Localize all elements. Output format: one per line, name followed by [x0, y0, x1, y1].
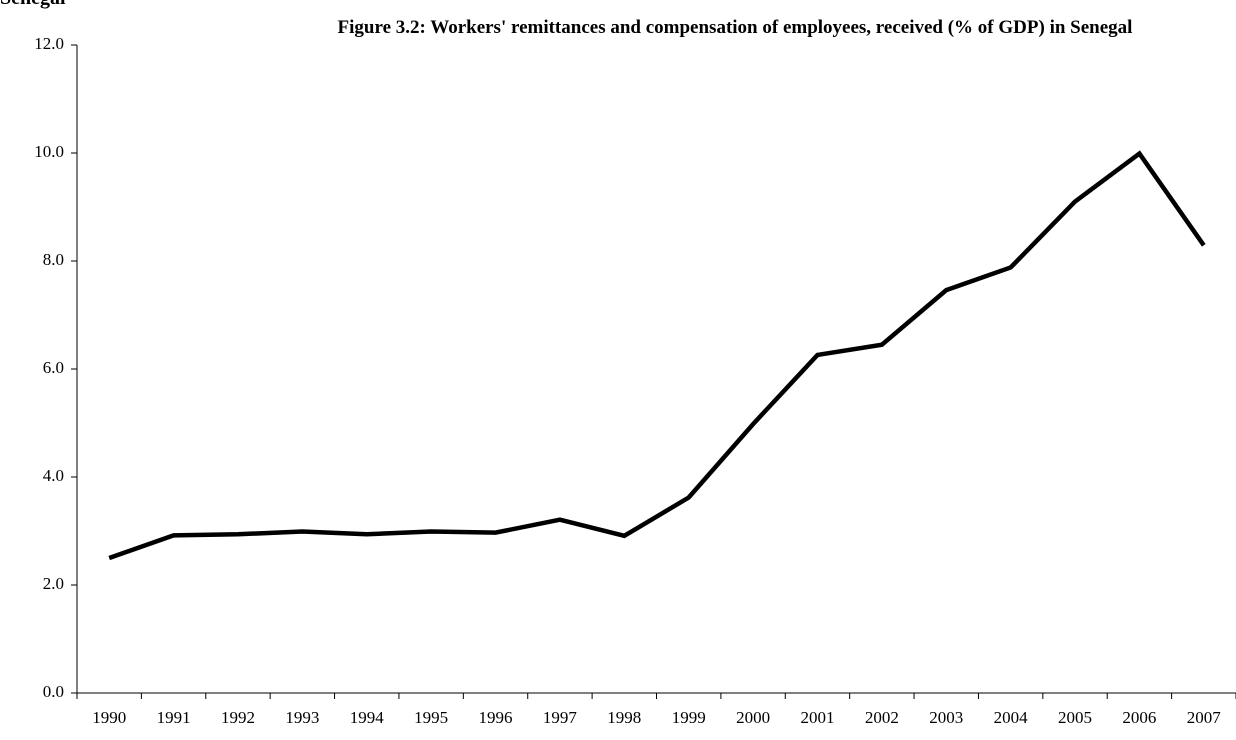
- x-tick-label: 2004: [994, 708, 1029, 727]
- y-tick-label: 2.0: [43, 574, 64, 593]
- line-series: [108, 150, 1206, 561]
- x-tick-label: 2007: [1187, 708, 1222, 727]
- y-tick-label: 6.0: [43, 358, 64, 377]
- x-tick-label: 1996: [479, 708, 513, 727]
- x-tick-label: 1999: [672, 708, 706, 727]
- y-tick-label: 12.0: [34, 34, 64, 53]
- chart-title: Figure 3.2: Workers' remittances and com…: [337, 17, 1133, 38]
- x-tick-label: 1997: [543, 708, 578, 727]
- y-tick-label: 0.0: [43, 682, 64, 701]
- y-tick-label: 8.0: [43, 250, 64, 269]
- page-heading: Senegal: [0, 0, 66, 10]
- x-tick-label: 2005: [1058, 708, 1092, 727]
- y-tick-label: 10.0: [34, 142, 64, 161]
- x-tick-label: 1994: [350, 708, 385, 727]
- x-tick-label: 2001: [800, 708, 834, 727]
- x-tick-label: 2000: [736, 708, 770, 727]
- x-tick-label: 1993: [285, 708, 319, 727]
- x-tick-label: 1998: [607, 708, 641, 727]
- x-tick-label: 2002: [865, 708, 899, 727]
- y-tick-label: 4.0: [43, 466, 64, 485]
- x-tick-label: 1992: [221, 708, 255, 727]
- x-tick-label: 1995: [414, 708, 448, 727]
- x-tick-label: 2006: [1122, 708, 1156, 727]
- x-tick-label: 2003: [929, 708, 963, 727]
- x-tick-label: 1990: [92, 708, 126, 727]
- x-tick-label: 1991: [157, 708, 191, 727]
